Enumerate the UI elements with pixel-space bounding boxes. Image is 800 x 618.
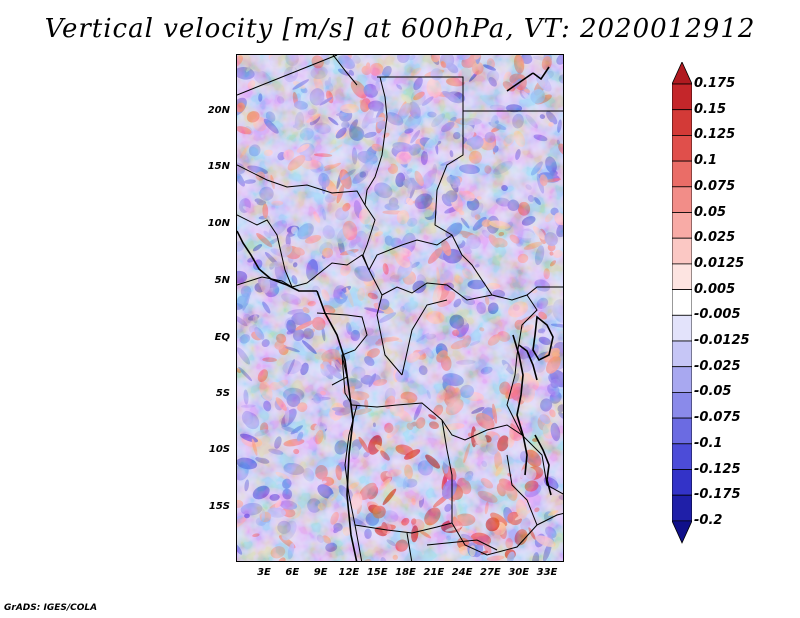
- lat-label: 15S: [208, 501, 230, 512]
- lat-label: 10S: [208, 444, 230, 455]
- colorbar-label: 0.125: [694, 127, 736, 143]
- colorbar-label: 0.05: [694, 204, 727, 220]
- colorbar-label: 0.175: [694, 76, 736, 91]
- lon-label: 9E: [313, 567, 328, 578]
- lon-label: 15E: [366, 567, 388, 578]
- colorbar-label: 0.1: [694, 153, 718, 169]
- colorbar-segment: [672, 494, 692, 522]
- colorbar-label: 0.025: [694, 230, 736, 246]
- lon-label: 27E: [480, 567, 501, 578]
- colorbar-segment: [672, 289, 692, 316]
- colorbar-label: -0.005: [694, 307, 741, 323]
- grads-credit: GrADS: IGES/COLA: [4, 603, 98, 613]
- colorbar-segment: [672, 135, 692, 162]
- colorbar-segment: [672, 469, 692, 496]
- lat-label: 5S: [215, 388, 230, 399]
- colorbar-bottom-arrow: [672, 520, 692, 544]
- velocity-field-map: [237, 55, 563, 561]
- colorbar-top-arrow: [672, 62, 692, 85]
- colorbar-label: 0.15: [694, 101, 727, 117]
- colorbar-segment: [672, 83, 692, 111]
- colorbar-segment: [672, 391, 692, 419]
- colorbar-label: -0.0125: [694, 333, 750, 348]
- colorbar-segment: [672, 186, 692, 213]
- lat-label: EQ: [214, 332, 230, 343]
- coastlines-lakes: [237, 66, 554, 561]
- map-panel: [236, 54, 564, 562]
- lon-label: 24E: [451, 567, 473, 578]
- colorbar-label: 0.0125: [694, 255, 745, 271]
- colorbar-segment: [672, 443, 692, 470]
- colorbar-label: 0.075: [694, 178, 736, 194]
- colorbar-label: -0.1: [694, 435, 723, 451]
- colorbar-segment: [672, 314, 692, 342]
- colorbar-segment: [672, 212, 692, 239]
- colorbar-segment: [672, 237, 692, 265]
- colorbar-label: -0.175: [694, 487, 741, 503]
- colorbar-segment: [672, 417, 692, 445]
- lon-label: 3E: [257, 567, 271, 578]
- colorbar-label: -0.2: [694, 512, 723, 528]
- colorbar-segment: [672, 366, 692, 393]
- colorbar-label: -0.025: [694, 358, 741, 374]
- colorbar-segment: [672, 160, 692, 188]
- lat-label: 5N: [214, 275, 230, 286]
- lon-label: 18E: [395, 567, 416, 578]
- colorbar-segment: [672, 263, 692, 290]
- colorbar-label: -0.125: [694, 461, 741, 477]
- lat-label: 15N: [207, 161, 230, 172]
- lat-label: 10N: [207, 218, 230, 229]
- lon-label: 21E: [423, 567, 445, 578]
- colorbar-label: 0.005: [694, 281, 736, 297]
- velocity-texture: [237, 55, 563, 561]
- colorbar-segment: [672, 109, 692, 136]
- colorbar-segment: [672, 340, 692, 368]
- lon-label: 30E: [508, 567, 530, 578]
- lon-label: 33E: [536, 567, 558, 578]
- lon-label: 12E: [338, 567, 360, 578]
- colorbar: [672, 62, 692, 544]
- map-title: Vertical velocity [m/s] at 600hPa, VT: 2…: [44, 14, 756, 44]
- lon-label: 6E: [285, 567, 300, 578]
- colorbar-label: -0.05: [694, 384, 732, 400]
- lat-label: 20N: [207, 105, 230, 116]
- colorbar-label: -0.075: [694, 410, 741, 426]
